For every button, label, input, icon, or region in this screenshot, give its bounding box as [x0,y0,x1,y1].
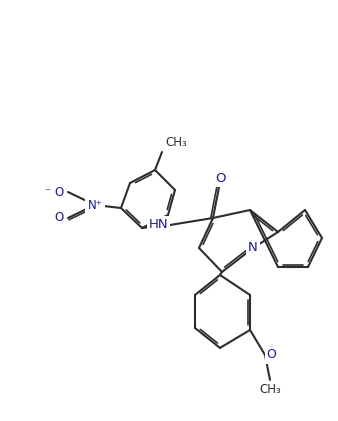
Text: N⁺: N⁺ [88,199,102,211]
Text: O: O [267,349,276,362]
Text: CH₃: CH₃ [165,136,187,149]
Text: HN: HN [149,218,168,232]
Text: ⁻ O: ⁻ O [45,186,64,199]
Text: N: N [248,242,258,254]
Text: O: O [55,211,64,224]
Text: CH₃: CH₃ [259,383,281,396]
Text: O: O [215,172,225,185]
